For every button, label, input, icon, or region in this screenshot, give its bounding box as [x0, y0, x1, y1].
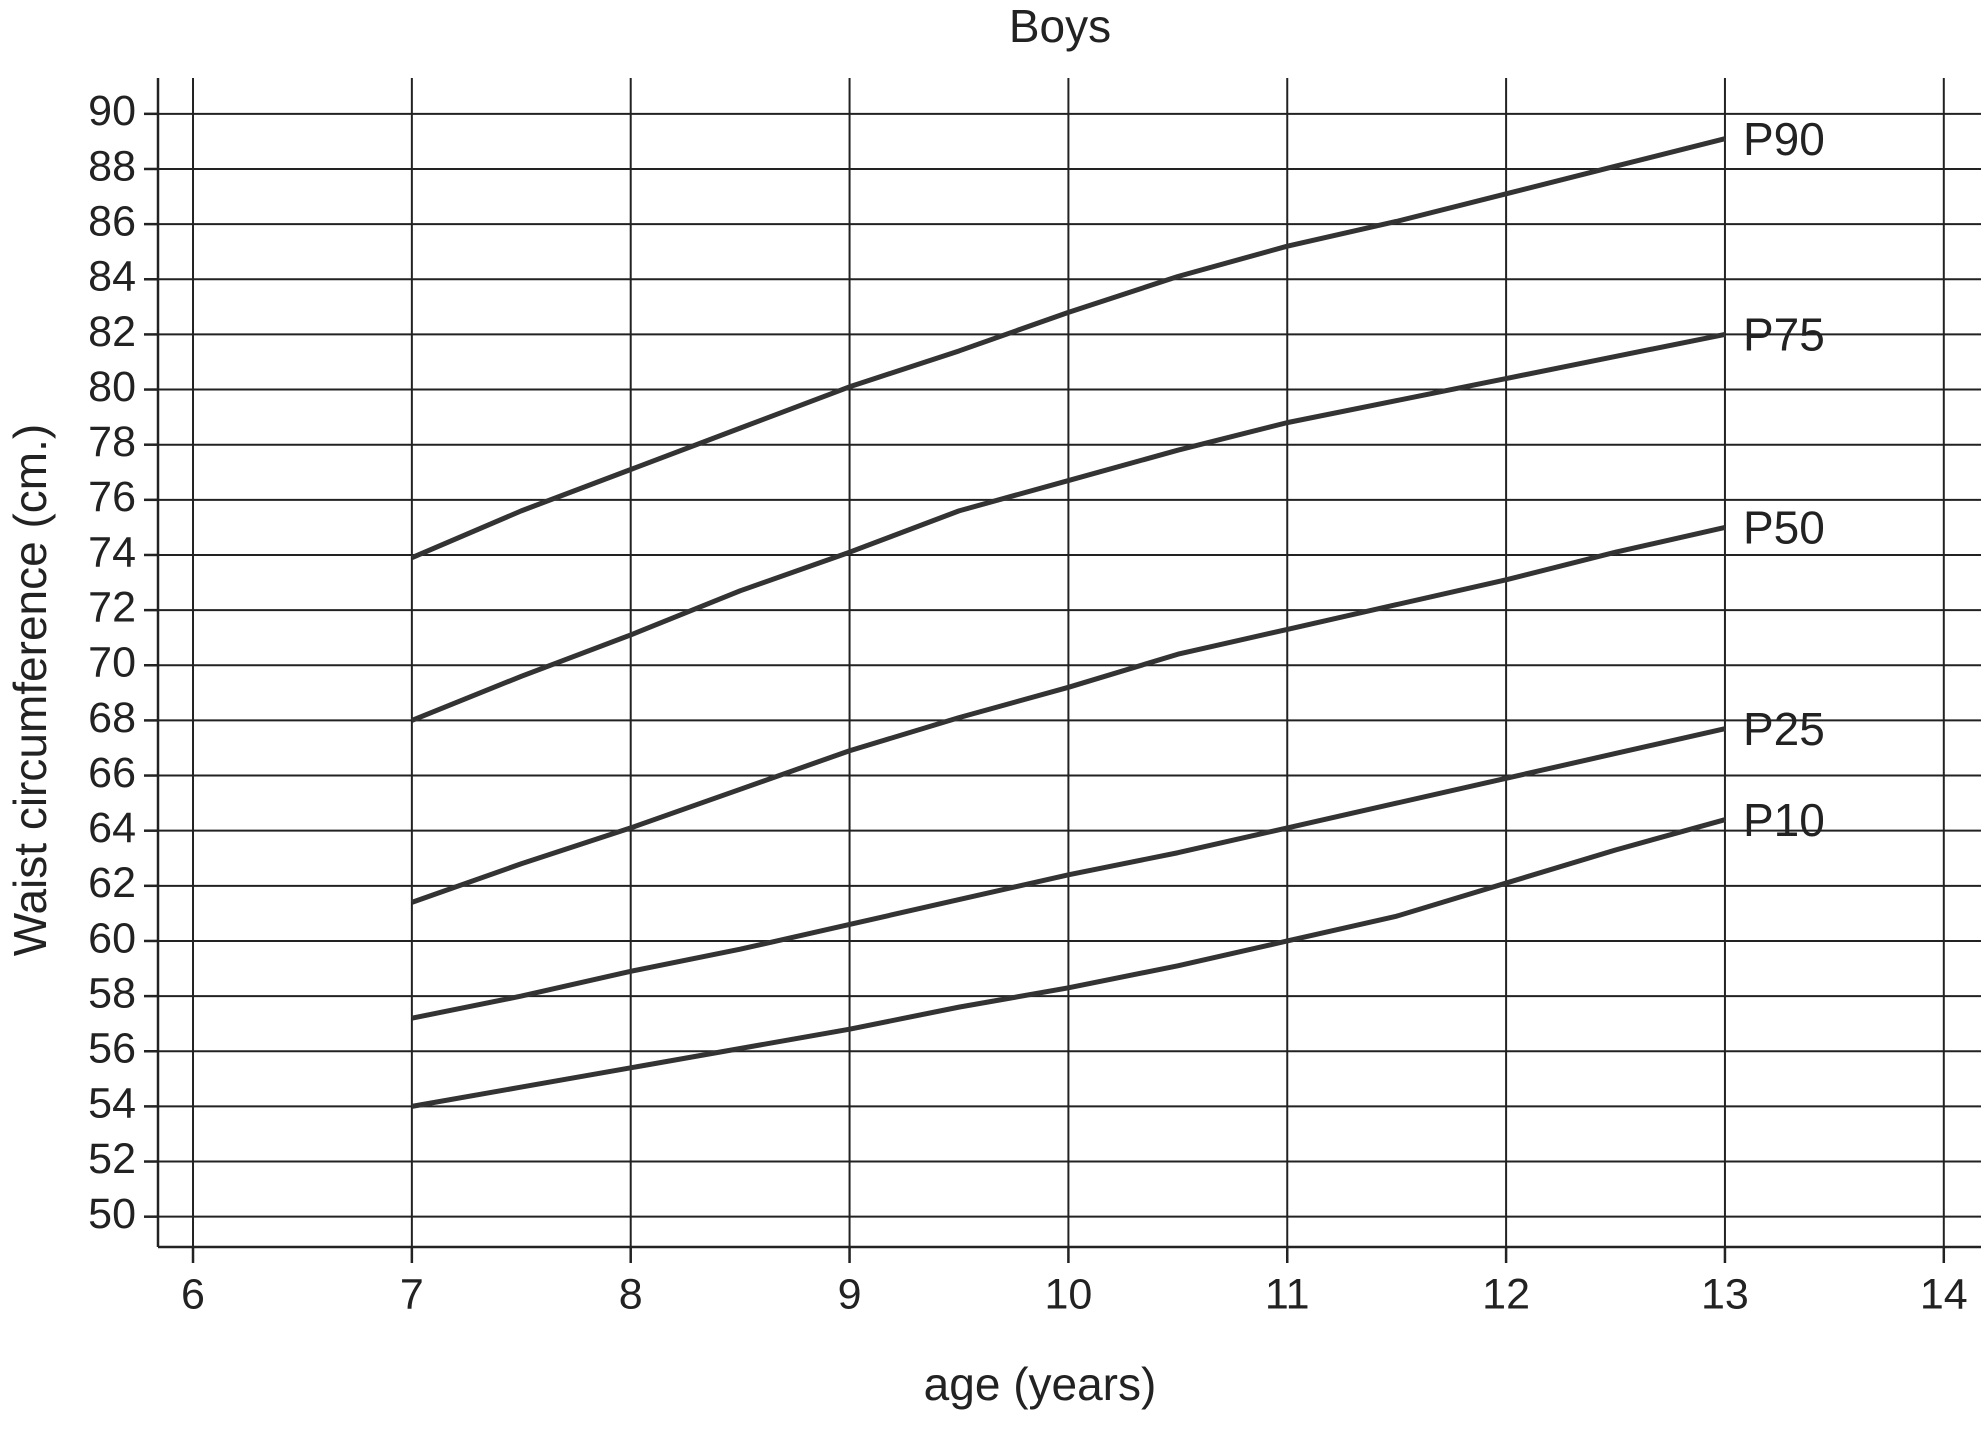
y-tick-label: 70 — [88, 639, 136, 687]
y-tick-label: 52 — [88, 1135, 136, 1183]
y-tick-label: 86 — [88, 197, 136, 245]
y-tick-label: 72 — [88, 583, 136, 631]
series-line — [410, 331, 1726, 723]
x-axis-label: age (years) — [924, 1358, 1157, 1410]
x-tick-label: 6 — [181, 1270, 205, 1318]
y-tick-label: 54 — [88, 1080, 136, 1128]
x-tick-label: 8 — [619, 1270, 643, 1318]
y-tick-label: 66 — [88, 749, 136, 797]
y-tick-label: 56 — [88, 1025, 136, 1073]
x-tick-label: 12 — [1482, 1270, 1530, 1318]
series-line — [411, 524, 1726, 905]
y-tick-label: 88 — [88, 142, 136, 190]
y-tick-label: 80 — [88, 363, 136, 411]
y-tick-label: 60 — [88, 914, 136, 962]
y-tick-label: 64 — [88, 804, 136, 852]
series-label: P25 — [1743, 703, 1825, 755]
x-tick-label: 14 — [1920, 1270, 1968, 1318]
series-line — [411, 817, 1726, 1109]
y-tick-label: 50 — [88, 1190, 136, 1238]
y-tick-label: 76 — [88, 473, 136, 521]
series-label: P90 — [1743, 113, 1825, 165]
chart-title: Boys — [1009, 0, 1111, 52]
y-tick-label: 74 — [88, 528, 136, 576]
y-tick-label: 68 — [88, 694, 136, 742]
x-tick-label: 10 — [1044, 1270, 1092, 1318]
x-tick-label: 13 — [1701, 1270, 1749, 1318]
y-tick-label: 62 — [88, 859, 136, 907]
y-tick-label: 58 — [88, 969, 136, 1017]
series-label: P10 — [1743, 794, 1825, 846]
y-tick-label: 78 — [88, 418, 136, 466]
series-line — [411, 726, 1726, 1021]
series-line — [410, 136, 1726, 561]
y-axis-label: Waist circumference (cm.) — [4, 424, 56, 956]
series-label: P75 — [1743, 309, 1825, 361]
x-tick-label: 11 — [1265, 1270, 1310, 1318]
x-tick-label: 7 — [400, 1270, 424, 1318]
y-tick-label: 84 — [88, 253, 136, 301]
y-tick-label: 82 — [88, 308, 136, 356]
x-tick-label: 9 — [838, 1270, 862, 1318]
y-tick-label: 90 — [88, 87, 136, 135]
series-label: P50 — [1743, 502, 1825, 554]
